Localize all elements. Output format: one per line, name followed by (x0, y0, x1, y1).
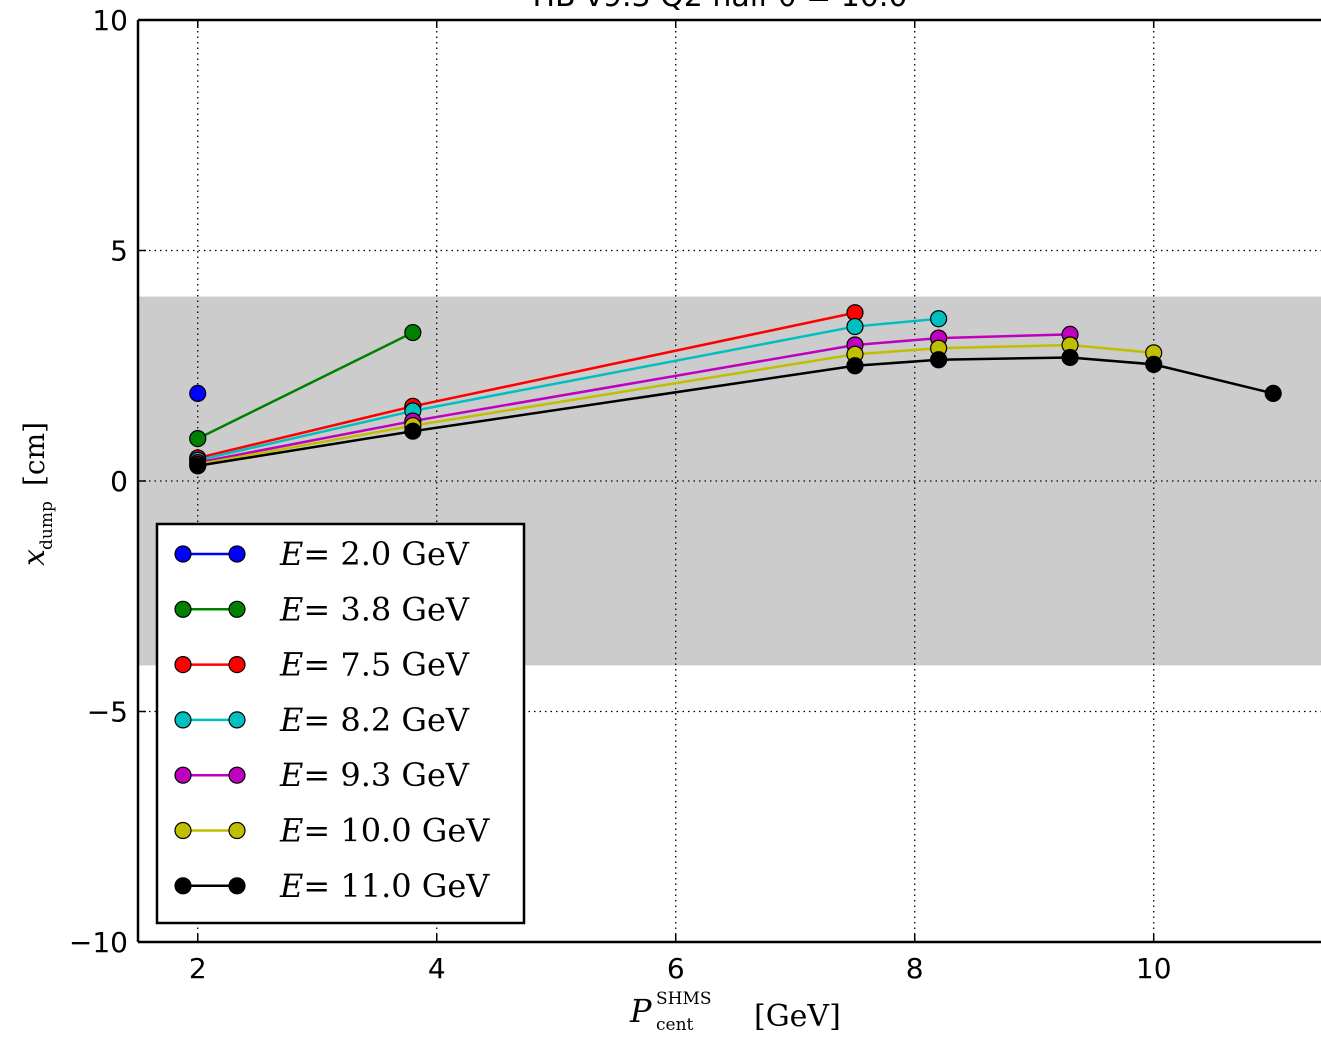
data-point (930, 351, 948, 369)
legend-item: E= 2.0 GeV (174, 535, 470, 573)
legend-marker (174, 600, 192, 618)
legend-label-symbol: E (279, 590, 303, 628)
data-point (846, 357, 864, 375)
legend-label-value: = 3.8 (303, 590, 401, 628)
x-label-sub: cent (656, 1015, 694, 1035)
legend-label: E= 10.0 GeV (279, 812, 490, 850)
data-point (189, 457, 207, 475)
data-point (1264, 384, 1282, 403)
series-line (197, 331, 414, 440)
legend-label-unit: GeV (401, 756, 470, 794)
legend-label-symbol: E (279, 646, 303, 684)
x-label-unit: [GeV] (754, 999, 841, 1034)
data-point (404, 422, 422, 440)
legend-label-value: = 10.0 (303, 812, 421, 850)
y-label-sub: dump (37, 501, 57, 550)
legend-item: E= 8.2 GeV (174, 701, 470, 739)
legend-label-symbol: E (279, 756, 303, 794)
y-tick-label: 10 (92, 4, 128, 37)
legend-label-symbol: E (279, 867, 303, 905)
legend-label-value: = 2.0 (303, 535, 401, 573)
legend-marker (228, 821, 246, 840)
x-tick-label: 10 (1136, 952, 1172, 985)
svg-text:P: P (629, 992, 652, 1030)
legend-marker (228, 655, 246, 674)
data-point (1145, 355, 1163, 373)
legend-label-value: = 9.3 (303, 756, 401, 794)
x-label-symbol: P (629, 992, 652, 1030)
legend-marker (174, 655, 192, 674)
data-point (404, 323, 422, 342)
legend-marker (174, 711, 192, 729)
legend-label: E= 2.0 GeV (279, 535, 470, 573)
x-tick-label: 4 (428, 952, 446, 985)
y-label-unit: [cm] (18, 422, 51, 486)
x-axis-label: P SHMS cent [GeV] (629, 989, 841, 1035)
y-tick-label: 0 (110, 465, 128, 498)
legend-marker (228, 711, 246, 729)
legend-label: E= 3.8 GeV (279, 590, 470, 628)
legend-label: E= 11.0 GeV (279, 867, 490, 905)
x-tick-label: 8 (906, 952, 924, 985)
legend-marker (174, 821, 192, 840)
legend-label: E= 8.2 GeV (279, 701, 470, 739)
legend-label-value: = 7.5 (303, 646, 401, 684)
data-point (846, 317, 864, 336)
chart-title: HB v9.3 Q2 half θ = 10.0 (532, 0, 907, 14)
legend-item: E= 3.8 GeV (174, 590, 470, 628)
data-point (1061, 348, 1079, 367)
legend-label-unit: GeV (401, 535, 470, 573)
series-line (197, 343, 1154, 466)
axes: 2 4 6 8 10 10 5 0 −5 −10 (69, 4, 1321, 985)
legend-label-unit: GeV (401, 646, 470, 684)
y-tick-label: −5 (87, 696, 128, 729)
legend-box (155, 522, 526, 925)
series-line (197, 317, 939, 462)
legend-label: E= 7.5 GeV (279, 646, 470, 684)
legend-label-value: = 8.2 (303, 701, 401, 739)
legend-label-unit: GeV (422, 867, 491, 905)
legend-label-symbol: E (279, 812, 303, 850)
y-axis-label: x dump [cm] (17, 422, 57, 566)
legend-marker (228, 766, 246, 784)
legend-marker (228, 877, 246, 895)
x-tick-label: 2 (189, 952, 207, 985)
legend-item: E= 7.5 GeV (174, 646, 470, 684)
y-tick-label: 5 (110, 235, 128, 268)
legend-label: E= 9.3 GeV (279, 756, 470, 794)
y-label-symbol: x (17, 549, 52, 566)
data-point (930, 310, 948, 328)
legend-marker (174, 545, 192, 563)
legend-label-unit: GeV (422, 812, 491, 850)
legend-marker (174, 877, 192, 895)
x-label-sup: SHMS (656, 989, 712, 1009)
legend-item: E= 11.0 GeV (174, 867, 490, 905)
legend-label-symbol: E (279, 701, 303, 739)
legend-marker (228, 545, 246, 563)
data-point (189, 384, 207, 403)
legend-marker (174, 766, 192, 784)
legend-marker (228, 600, 246, 618)
legend-item: E= 9.3 GeV (174, 756, 470, 794)
legend-item: E= 10.0 GeV (174, 812, 490, 850)
legend-label-value: = 11.0 (303, 867, 421, 905)
legend-label-symbol: E (279, 535, 303, 573)
legend-label-unit: GeV (401, 590, 470, 628)
y-tick-label: −10 (69, 926, 128, 959)
legend-label-unit: GeV (401, 701, 470, 739)
x-tick-label: 6 (667, 952, 685, 985)
data-point (189, 429, 207, 448)
